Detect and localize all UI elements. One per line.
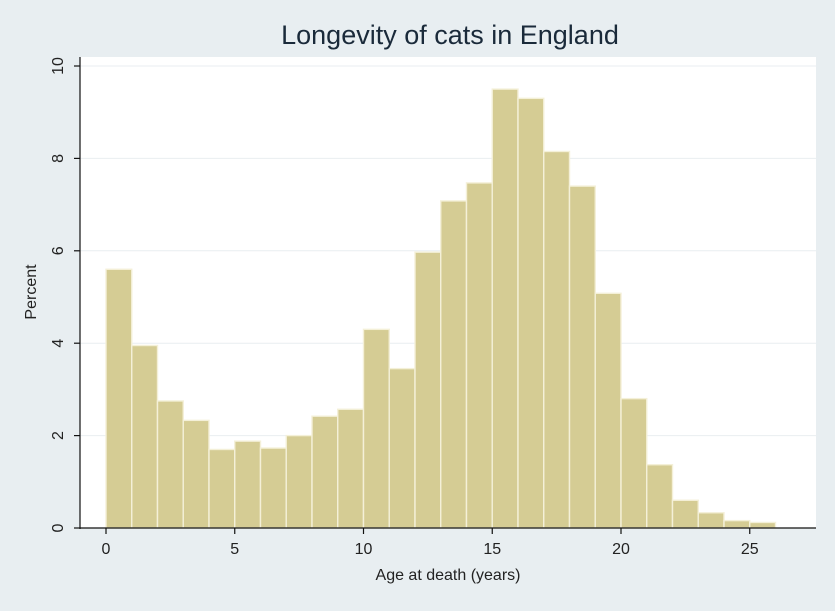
histogram-bar (311, 415, 339, 529)
histogram-bar (671, 499, 699, 529)
x-tick-label: 25 (741, 541, 759, 558)
histogram-bar (620, 397, 648, 529)
histogram-bar (156, 400, 184, 529)
x-axis-title: Age at death (years) (376, 567, 521, 584)
histogram-bar (568, 185, 596, 529)
histogram-bar (388, 367, 416, 529)
y-axis-title: Percent (23, 264, 40, 320)
histogram-bar (131, 344, 159, 529)
histogram-bar (646, 464, 674, 529)
histogram-bar (697, 512, 725, 529)
x-tick-label: 10 (355, 541, 373, 558)
y-tick-label: 6 (50, 246, 67, 255)
x-tick-label: 15 (483, 541, 501, 558)
chart-title: Longevity of cats in England (281, 20, 619, 50)
histogram-bar (208, 448, 236, 529)
y-tick-label: 2 (50, 431, 67, 440)
y-tick-label: 4 (50, 339, 67, 348)
y-tick-label: 10 (50, 57, 67, 75)
axes: 0 2 4 6 8 10 0 5 10 15 20 25 (50, 57, 816, 558)
histogram-bar (259, 447, 287, 529)
histogram-bar (182, 419, 210, 529)
histogram-bar (362, 328, 390, 529)
histogram-bar (749, 521, 777, 529)
histogram-bar (414, 251, 442, 529)
histogram-bar (440, 200, 468, 529)
histogram-bar (337, 408, 365, 529)
x-tick-label: 0 (102, 541, 111, 558)
y-tick-label: 0 (50, 523, 67, 532)
histogram-bar (105, 268, 133, 529)
histogram-bar (285, 434, 313, 529)
histogram-bar (234, 440, 262, 529)
y-tick-label: 8 (50, 154, 67, 163)
x-tick-label: 5 (230, 541, 239, 558)
histogram-bar (517, 97, 545, 529)
x-tick-label: 20 (612, 541, 630, 558)
histogram-bar (543, 150, 571, 529)
histogram-bar (594, 292, 622, 529)
histogram-bar (465, 182, 493, 529)
histogram-bar (723, 519, 751, 529)
bars (105, 88, 777, 529)
histogram-bar (491, 88, 519, 529)
